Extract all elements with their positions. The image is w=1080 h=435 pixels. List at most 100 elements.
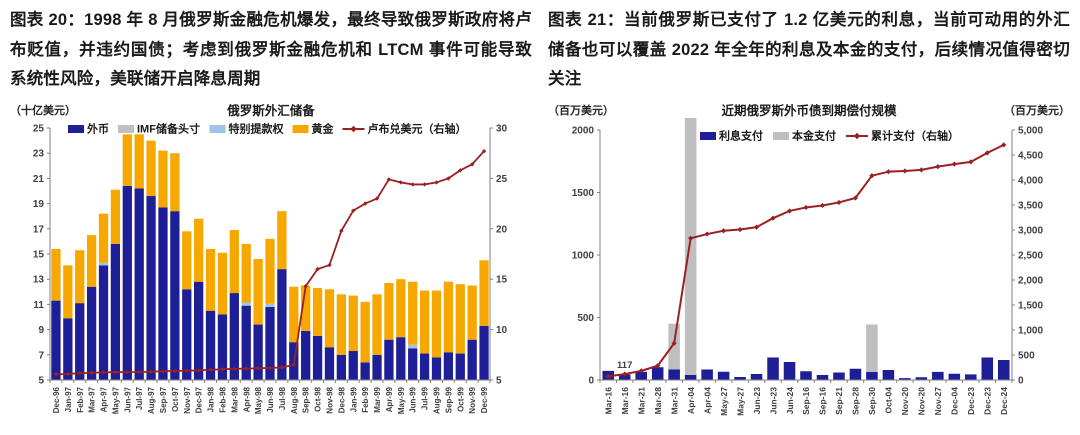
line-marker bbox=[410, 182, 415, 187]
foreign-currency-bar-segment bbox=[431, 357, 442, 380]
gold-bar-segment bbox=[158, 150, 168, 208]
svg-text:25: 25 bbox=[33, 124, 45, 135]
svg-text:Dec-23: Dec-23 bbox=[966, 387, 976, 415]
legend-swatch bbox=[118, 125, 134, 133]
svg-text:IMF储备头寸: IMF储备头寸 bbox=[137, 122, 200, 136]
svg-text:1500: 1500 bbox=[572, 188, 595, 199]
svg-text:特别提款权: 特别提款权 bbox=[229, 122, 285, 136]
foreign-currency-bar-segment bbox=[134, 188, 144, 380]
foreign-currency-bar-segment bbox=[336, 354, 346, 380]
line-marker bbox=[196, 368, 201, 373]
svg-text:外币: 外币 bbox=[86, 122, 109, 136]
line-marker bbox=[753, 224, 760, 230]
gold-bar-segment bbox=[455, 284, 465, 354]
svg-text:Feb-97: Feb-97 bbox=[76, 386, 85, 412]
line-marker bbox=[655, 363, 661, 369]
svg-text:May-97: May-97 bbox=[111, 386, 120, 414]
foreign-currency-bar-segment bbox=[158, 207, 168, 380]
line-marker bbox=[885, 169, 891, 175]
svg-text:Sep-21: Sep-21 bbox=[834, 387, 844, 415]
interest-payment-bar-segment bbox=[684, 375, 697, 380]
svg-text:Jul-97: Jul-97 bbox=[135, 386, 144, 410]
svg-text:Nov-97: Nov-97 bbox=[183, 386, 192, 413]
svg-text:Jan-99: Jan-99 bbox=[349, 386, 358, 412]
foreign-currency-bar-segment bbox=[182, 289, 192, 380]
svg-text:2,000: 2,000 bbox=[1018, 276, 1043, 287]
line-marker bbox=[481, 148, 487, 154]
legend-swatch bbox=[68, 125, 84, 133]
svg-text:Jul-98: Jul-98 bbox=[278, 386, 287, 410]
figure-21-panel: 图表 21：当前俄罗斯已支付了 1.2 亿美元的利息，当前可动用的外汇储备也可以… bbox=[548, 6, 1070, 428]
svg-text:黄金: 黄金 bbox=[312, 122, 335, 136]
line-marker bbox=[244, 366, 249, 371]
axes bbox=[47, 127, 493, 383]
svg-text:Jun-24: Jun-24 bbox=[785, 387, 795, 415]
svg-text:Oct-99: Oct-99 bbox=[456, 386, 465, 411]
line-marker bbox=[422, 182, 427, 187]
svg-text:Nov-98: Nov-98 bbox=[325, 386, 334, 413]
foreign-currency-bar-segment bbox=[360, 362, 370, 380]
gold-bar-segment bbox=[253, 259, 263, 325]
svg-text:4,000: 4,000 bbox=[1018, 176, 1043, 187]
data-label: 117 bbox=[617, 360, 632, 371]
svg-text:19: 19 bbox=[33, 199, 45, 210]
line-marker bbox=[172, 368, 178, 374]
gold-bar-segment bbox=[312, 288, 323, 336]
bars-group bbox=[51, 134, 489, 380]
line-marker bbox=[339, 228, 344, 234]
gold-bar-segment bbox=[75, 250, 85, 304]
gold-bar-segment bbox=[396, 279, 406, 338]
interest-payment-bar-segment bbox=[668, 369, 680, 380]
line-marker bbox=[279, 365, 285, 370]
gold-bar-segment bbox=[241, 243, 251, 303]
interest-payment-bar-segment bbox=[651, 367, 664, 380]
line-marker bbox=[737, 226, 743, 233]
svg-text:Feb-98: Feb-98 bbox=[218, 386, 227, 412]
figure-21-chart-header: （百万美元） 近期俄罗斯外币债到期偿付规模 （百万美元） bbox=[548, 100, 1070, 118]
axes bbox=[597, 129, 1015, 383]
svg-text:Jun-23: Jun-23 bbox=[752, 387, 762, 415]
foreign-currency-bar-segment bbox=[419, 353, 430, 380]
svg-text:Mar-28: Mar-28 bbox=[653, 387, 663, 415]
line-marker bbox=[160, 369, 166, 374]
svg-text:10: 10 bbox=[496, 325, 508, 336]
sdr-bar-segment bbox=[98, 262, 109, 266]
foreign-currency-bar-segment bbox=[253, 324, 263, 380]
legend-line-marker bbox=[350, 125, 357, 133]
gold-bar-segment bbox=[182, 231, 192, 290]
unit-label-right: （百万美元） bbox=[1004, 104, 1070, 117]
interest-payment-bar-segment bbox=[965, 374, 977, 380]
gold-bar-segment bbox=[360, 301, 370, 363]
svg-text:2000: 2000 bbox=[572, 126, 595, 137]
svg-text:Mar-31: Mar-31 bbox=[669, 387, 679, 415]
legend-swatch bbox=[209, 125, 226, 133]
line-marker bbox=[267, 365, 273, 371]
svg-text:Dec-04: Dec-04 bbox=[950, 387, 960, 415]
line-marker bbox=[220, 367, 225, 372]
svg-text:Nov-99: Nov-99 bbox=[468, 386, 477, 413]
line-marker bbox=[89, 370, 94, 375]
interest-payment-bar-segment bbox=[915, 377, 928, 380]
line-marker bbox=[836, 199, 842, 206]
foreign-currency-bar-segment bbox=[75, 303, 85, 380]
sdr-bar-segment bbox=[408, 344, 418, 349]
gold-bar-segment bbox=[51, 248, 61, 301]
line-marker bbox=[398, 180, 404, 185]
interest-payment-bar-segment bbox=[882, 370, 895, 380]
svg-text:Dec-99: Dec-99 bbox=[480, 386, 489, 413]
svg-text:May-98: May-98 bbox=[254, 386, 263, 414]
svg-text:1,500: 1,500 bbox=[1018, 301, 1043, 312]
foreign-currency-bar-segment bbox=[348, 351, 358, 380]
line-marker bbox=[984, 150, 990, 156]
line-marker bbox=[935, 164, 941, 170]
axis-labels: 0 500 1000 1500 2000 0 500 1,000 1,500 2,000 2,500… bbox=[572, 126, 1044, 416]
line-marker bbox=[291, 362, 296, 368]
foreign-currency-bar-segment bbox=[372, 354, 382, 380]
line-marker bbox=[184, 368, 189, 373]
foreign-currency-bar-segment bbox=[455, 353, 465, 380]
line-marker bbox=[968, 159, 974, 165]
line-marker bbox=[469, 162, 475, 167]
line-marker bbox=[852, 195, 859, 201]
interest-payment-bar-segment bbox=[767, 357, 779, 380]
